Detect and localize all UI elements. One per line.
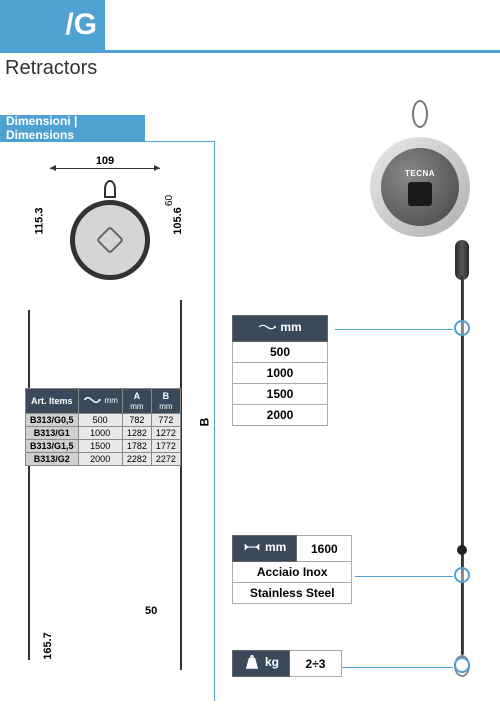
cable-icon <box>83 393 101 407</box>
dim-50-label: 50 <box>145 605 157 617</box>
table-row: 2000 <box>233 405 328 426</box>
dimension-table: Art. Items mm Amm Bmm B313/G0,5500782772… <box>25 388 181 466</box>
spec-cable-hdr: mm <box>233 316 328 342</box>
cable-icon <box>258 320 276 334</box>
dim-width-label: 109 <box>50 155 160 167</box>
dim-1657-label: 165.7 <box>42 632 54 660</box>
spec-cable-table: mm 500100015002000 <box>232 315 328 426</box>
spec-cable-block: mm 500100015002000 <box>232 315 328 426</box>
header-underline <box>0 50 500 53</box>
product-photo: TECNA <box>355 100 485 700</box>
spec-capacity-value: 2÷3 <box>290 651 342 677</box>
spec-capacity-block: kg 2÷3 <box>232 650 342 677</box>
device-center-icon <box>96 226 124 254</box>
page-title: /G <box>65 8 97 42</box>
device-schematic-front <box>50 180 160 300</box>
spec-stroke-hdr: mm <box>233 536 297 562</box>
table-row: 1500 <box>233 384 328 405</box>
cable-line-right <box>180 300 182 670</box>
dimensions-header: Dimensioni | Dimensions <box>0 115 145 141</box>
dimtable-hdr-A: Amm <box>122 389 151 414</box>
dim-B-label: B <box>197 418 211 427</box>
device-body <box>70 200 150 280</box>
callout-ring-stroke <box>454 567 470 583</box>
table-row: B313/G1,5150017821772 <box>26 440 181 453</box>
dimtable-hdr-items: Art. Items <box>26 389 79 414</box>
callout-line-cable <box>335 329 453 330</box>
callout-line-stroke <box>355 576 453 577</box>
table-row: 500 <box>233 342 328 363</box>
callout-ring-cable <box>454 320 470 336</box>
brand-label: TECNA <box>405 169 435 178</box>
table-row: 1000 <box>233 363 328 384</box>
table-row: B313/G0,5500782772 <box>26 414 181 427</box>
cable-line-left <box>28 310 30 660</box>
dimtable-hdr-cable: mm <box>78 389 122 414</box>
callout-line-capacity <box>338 667 453 668</box>
product-housing: TECNA <box>370 122 470 247</box>
callout-ring-capacity <box>454 657 470 673</box>
table-row: B313/G2200022822272 <box>26 453 181 466</box>
cable-stopper-icon <box>457 545 467 555</box>
spec-capacity-hdr: kg <box>233 651 290 677</box>
spec-stroke-block: mm 1600 Acciaio Inox Stainless Steel <box>232 535 352 604</box>
cable-grip-icon <box>455 240 469 280</box>
spec-material-it: Acciaio Inox <box>233 562 352 583</box>
header-title-bar: /G <box>0 0 105 50</box>
spec-stroke-table: mm 1600 Acciaio Inox Stainless Steel <box>232 535 352 604</box>
page-subtitle: Retractors <box>5 57 97 80</box>
weight-icon <box>243 655 261 669</box>
spec-capacity-table: kg 2÷3 <box>232 650 342 677</box>
spec-stroke-value: 1600 <box>297 536 352 562</box>
stroke-icon <box>243 540 261 554</box>
hook-top-icon <box>104 180 116 198</box>
table-row: B313/G1100012821272 <box>26 427 181 440</box>
dimtable-hdr-B: Bmm <box>151 389 180 414</box>
spec-material-en: Stainless Steel <box>233 583 352 604</box>
dim-height-label: 115.3 <box>33 208 45 235</box>
dim-60-label: 60 <box>164 195 175 206</box>
dim-1056-label: 105.6 <box>172 207 184 235</box>
adjust-knob-icon <box>408 182 432 206</box>
dim-width-line <box>50 168 160 169</box>
